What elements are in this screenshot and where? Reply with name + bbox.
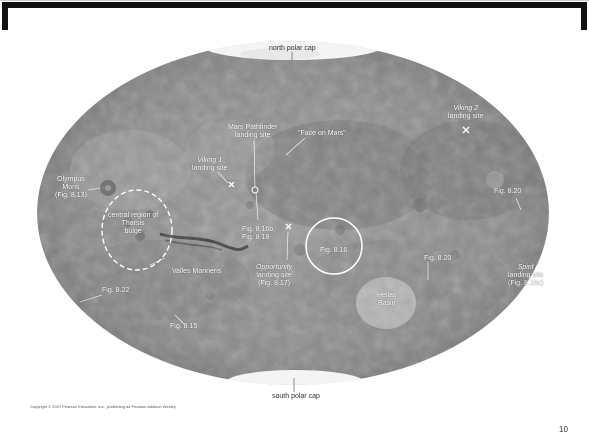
mars-pathfinder-label: Mars Pathfinder landing site xyxy=(228,124,278,139)
spirit-label: Spirit landing site (Fig. 8.16c) xyxy=(508,264,544,287)
fig-820-mid-label: Fig. 8.20 xyxy=(424,255,452,262)
landing-markers xyxy=(228,126,558,260)
tharsis-circle xyxy=(101,189,173,271)
face-on-mars-label: "Face on Mars" xyxy=(298,130,346,137)
leader-lines xyxy=(79,137,553,326)
valles-marineris-label: Valles Marineris xyxy=(172,268,222,275)
fig-816-circle xyxy=(305,217,363,275)
north-polar-cap-label: north polar cap xyxy=(269,45,316,52)
viking2-label: Viking 2 landing site xyxy=(448,105,484,120)
page-number: 10 xyxy=(559,425,568,434)
fig-820-right-label: Fig. 8.20 xyxy=(494,188,522,195)
fig-816-label: Fig. 8.16 xyxy=(320,247,348,254)
viking1-label: Viking 1 landing site xyxy=(192,157,228,172)
tharsis-label: central region of Tharsis bulge xyxy=(108,212,159,235)
slide-title-bar xyxy=(2,2,587,30)
opportunity-label: Opportunity landing site (Fig. 8.17) xyxy=(256,264,293,287)
fig-815-label: Fig. 8.15 xyxy=(170,323,198,330)
hellas-basin-label: Hellas Basin xyxy=(377,292,397,307)
olympus-mons-label: Olympus Mons (Fig. 8.13) xyxy=(55,176,87,199)
planet-surface xyxy=(37,41,549,385)
south-polar-cap-label: south polar cap xyxy=(272,393,320,400)
fig-816b-label: Fig. 8.16b, Fig. 8.18 xyxy=(242,226,276,241)
copyright-text: Copyright © 2007 Pearson Education, Inc.… xyxy=(30,404,176,409)
fig-822-label: Fig. 8.22 xyxy=(102,287,130,294)
